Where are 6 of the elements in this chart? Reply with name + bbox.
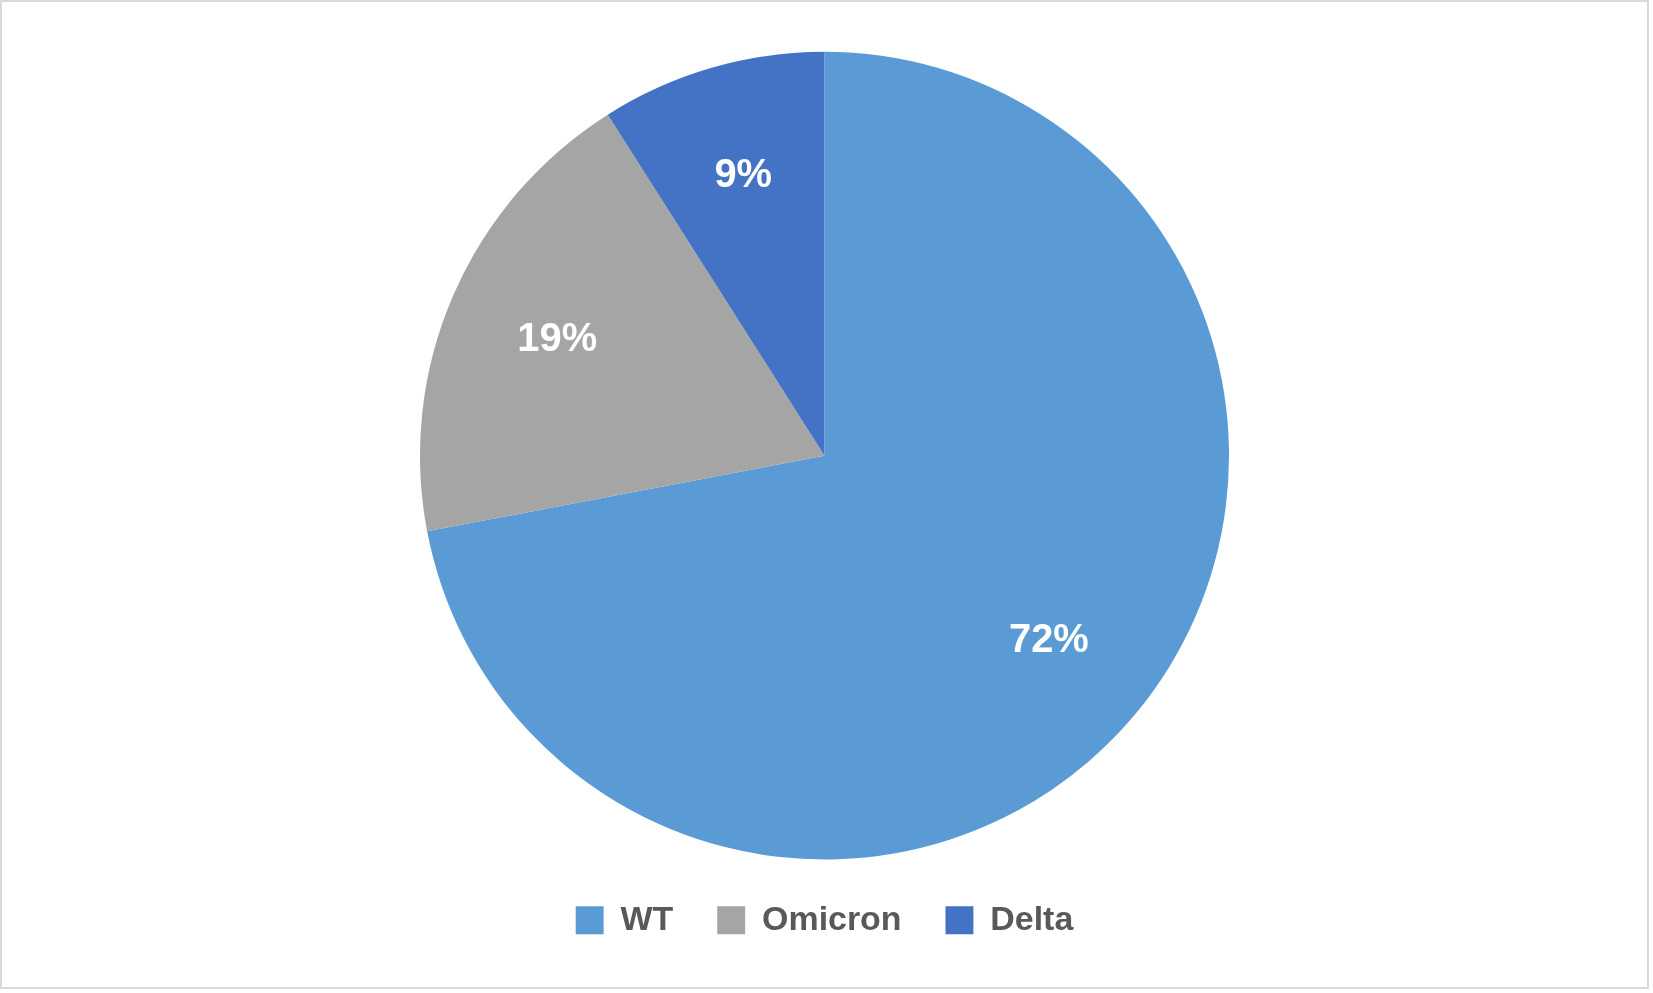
legend-label: Omicron — [762, 898, 902, 937]
data-label: 72% — [1008, 616, 1089, 660]
data-label: 19% — [517, 315, 598, 360]
legend-label: WT — [620, 898, 674, 937]
legend-label: Delta — [990, 898, 1075, 937]
data-label: 9% — [714, 151, 773, 196]
